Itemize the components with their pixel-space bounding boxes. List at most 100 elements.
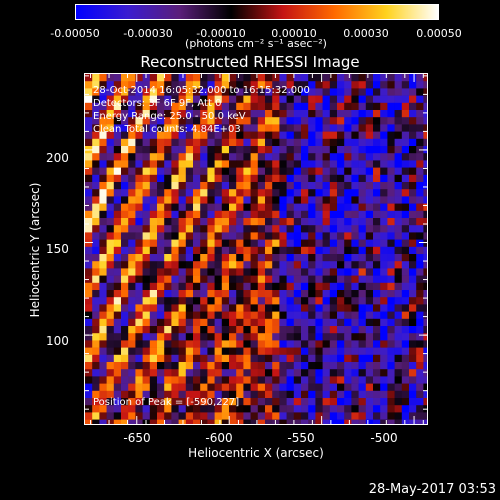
heatmap-cell	[178, 290, 187, 298]
heatmap-cell	[99, 275, 107, 284]
heatmap-cell	[164, 225, 172, 233]
heatmap-cell	[92, 167, 100, 176]
heatmap-cell	[293, 74, 302, 82]
heatmap-cell	[178, 117, 187, 125]
heatmap-cell	[171, 131, 179, 140]
heatmap-cell	[85, 362, 93, 370]
heatmap-cell	[416, 318, 424, 327]
heatmap-cell	[214, 398, 223, 406]
heatmap-cell	[221, 275, 230, 284]
heatmap-cell	[171, 167, 179, 176]
colorbar	[75, 4, 439, 20]
heatmap-cell	[351, 88, 359, 96]
heatmap-cell	[236, 117, 244, 125]
heatmap-cell	[207, 304, 215, 312]
heatmap-cell	[121, 275, 129, 284]
heatmap-cell	[416, 210, 424, 219]
heatmap-cell	[193, 174, 201, 183]
heatmap-cell	[99, 81, 107, 89]
heatmap-cell	[322, 167, 331, 176]
heatmap-cell	[200, 74, 208, 82]
heatmap-cell	[149, 81, 158, 89]
heatmap-cell	[257, 196, 266, 204]
heatmap-cell	[308, 318, 316, 327]
heatmap-cell	[142, 297, 151, 305]
heatmap-cell	[99, 174, 107, 183]
heatmap-cell	[380, 362, 388, 370]
heatmap-cell	[171, 182, 179, 190]
heatmap-cell	[416, 95, 424, 104]
heatmap-cell	[92, 304, 100, 312]
heatmap-cell	[214, 246, 223, 255]
heatmap-cell	[337, 383, 345, 392]
heatmap-cell	[171, 362, 179, 370]
heatmap-cell	[200, 333, 208, 341]
heatmap-cell	[185, 254, 194, 262]
heatmap-cell	[416, 189, 424, 197]
heatmap-cell	[99, 383, 107, 392]
heatmap-cell	[365, 297, 374, 305]
heatmap-cell	[135, 88, 143, 96]
heatmap-cell	[423, 210, 427, 219]
heatmap-cell	[207, 124, 215, 132]
heatmap-cell	[322, 254, 331, 262]
heatmap-cell	[121, 376, 129, 384]
heatmap-cell	[286, 412, 295, 420]
heatmap-cell	[185, 210, 194, 219]
heatmap-cell	[351, 138, 359, 147]
heatmap-cell	[149, 390, 158, 399]
heatmap-cell	[207, 282, 215, 291]
heatmap-cell	[142, 210, 151, 219]
heatmap-cell	[423, 246, 427, 255]
heatmap-cell	[394, 74, 403, 82]
heatmap-cell	[128, 383, 136, 392]
heatmap-cell	[113, 383, 122, 392]
heatmap-cell	[229, 297, 237, 305]
heatmap-cell	[185, 124, 194, 132]
annotation-energy-range: Energy Range: 25.0 - 50.0 keV	[93, 111, 246, 122]
heatmap-cell	[135, 138, 143, 147]
heatmap-cell	[193, 196, 201, 204]
heatmap-cell	[164, 131, 172, 140]
heatmap-cell	[236, 218, 244, 226]
heatmap-cell	[185, 354, 194, 363]
heatmap-cell	[301, 232, 309, 240]
heatmap-cell	[394, 398, 403, 406]
heatmap-cell	[121, 232, 129, 240]
heatmap-cell	[229, 167, 237, 176]
heatmap-cell	[99, 369, 107, 377]
heatmap-cell	[99, 376, 107, 384]
heatmap-cell	[416, 232, 424, 240]
heatmap-cell	[344, 362, 352, 370]
heatmap-cell	[128, 138, 136, 147]
heatmap-cell	[243, 333, 251, 341]
heatmap-cell	[279, 354, 287, 363]
heatmap-cell	[401, 390, 410, 399]
heatmap-cell	[344, 333, 352, 341]
heatmap-cell	[157, 246, 165, 255]
heatmap-cell	[416, 354, 424, 363]
heatmap-cell	[358, 124, 367, 132]
heatmap-cell	[344, 102, 352, 111]
heatmap-cell	[157, 268, 165, 276]
heatmap-cell	[322, 354, 331, 363]
heatmap-cell	[200, 88, 208, 96]
heatmap-cell	[178, 196, 187, 204]
heatmap-cell	[301, 246, 309, 255]
heatmap-cell	[200, 196, 208, 204]
heatmap-cell	[135, 369, 143, 377]
heatmap-cell	[157, 383, 165, 392]
heatmap-cell	[409, 376, 417, 384]
heatmap-cell	[99, 318, 107, 327]
heatmap-cell	[157, 340, 165, 348]
heatmap-cell	[128, 268, 136, 276]
heatmap-cell	[221, 347, 230, 356]
heatmap-cell	[351, 146, 359, 154]
heatmap-cell	[164, 196, 172, 204]
heatmap-cell	[214, 131, 223, 140]
heatmap-cell	[236, 376, 244, 384]
heatmap-cell	[121, 318, 129, 327]
heatmap-cell	[279, 297, 287, 305]
heatmap-cell	[164, 282, 172, 291]
heatmap-cell	[178, 74, 187, 82]
